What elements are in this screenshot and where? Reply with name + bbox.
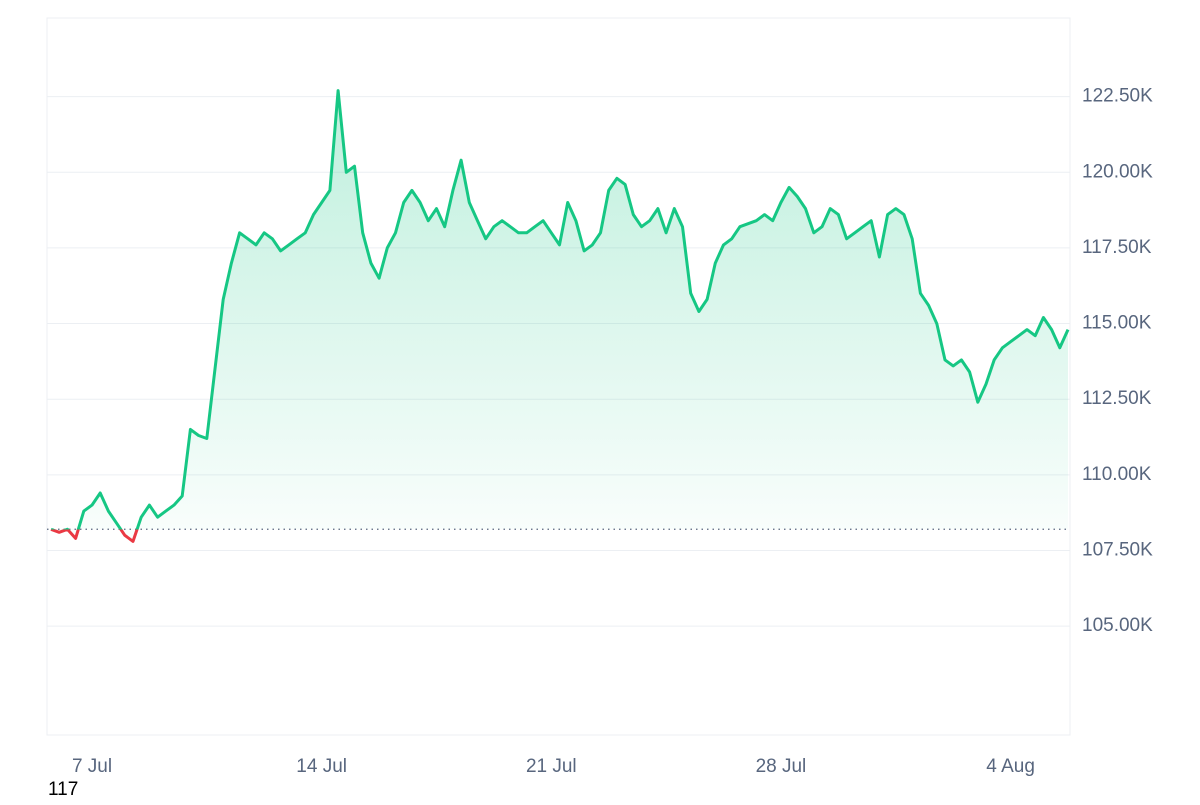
y-tick-label: 122.50K (1082, 86, 1153, 107)
y-tick-label: 120.00K (1082, 161, 1153, 182)
y-tick-label: 117.50K (1082, 237, 1152, 258)
y-tick-label: 105.00K (1082, 615, 1153, 636)
y-tick-label: 112.50K (1082, 388, 1152, 409)
price-line (50, 89, 1070, 543)
x-tick-label: 28 Jul (756, 756, 807, 777)
area (51, 90, 1068, 542)
x-tick-label: 7 Jul (72, 756, 112, 777)
plot-frame (46, 17, 1071, 736)
x-tick-label: 14 Jul (296, 756, 347, 777)
footnote: 117 (48, 779, 78, 800)
y-tick-label: 107.50K (1082, 539, 1153, 560)
y-tick-label: 115.00K (1082, 313, 1152, 334)
x-tick-label: 4 Aug (986, 756, 1035, 777)
x-tick-label: 21 Jul (526, 756, 577, 777)
y-tick-label: 110.00K (1082, 464, 1152, 485)
